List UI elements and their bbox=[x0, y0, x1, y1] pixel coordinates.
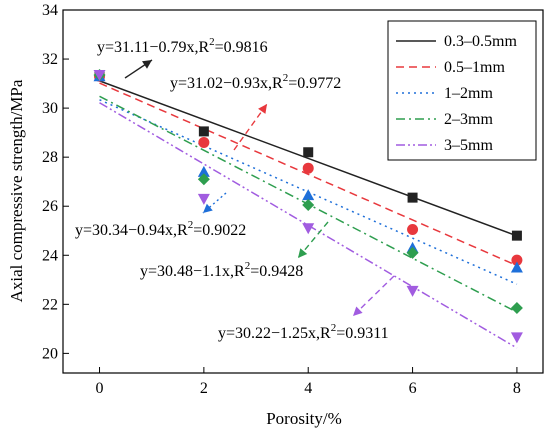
annotation-arrowhead-4 bbox=[298, 248, 308, 258]
y-tick-label: 22 bbox=[42, 296, 58, 313]
legend-label-1: 0.3–0.5mm bbox=[444, 33, 517, 50]
data-point-series-1 bbox=[303, 147, 314, 158]
y-tick-label: 30 bbox=[42, 100, 58, 117]
annotation-arrowhead-5 bbox=[353, 306, 363, 316]
data-point-series-2 bbox=[511, 254, 523, 266]
y-tick-label: 26 bbox=[42, 198, 58, 215]
equation-annotations: y=31.11−0.79x,R2=0.9816 y=31.02−0.93x,R2=… bbox=[75, 36, 395, 342]
data-point-series-3 bbox=[197, 165, 210, 177]
y-tick-label: 28 bbox=[42, 149, 58, 166]
fit-line-1 bbox=[99, 80, 518, 237]
data-point-series-2 bbox=[198, 136, 210, 148]
fit-equation-4: y=30.48−1.1x,R2=0.9428 bbox=[140, 260, 303, 280]
data-point-series-1 bbox=[511, 230, 522, 241]
data-point-series-4 bbox=[302, 198, 315, 211]
y-axis: 20 22 24 26 28 30 32 34 bbox=[42, 2, 69, 362]
fit-equation-3: y=30.34−0.94x,R2=0.9022 bbox=[75, 219, 246, 239]
data-point-series-1 bbox=[198, 126, 209, 137]
data-point-series-5 bbox=[510, 332, 523, 344]
fit-line-2 bbox=[99, 82, 518, 267]
legend-label-3: 1–2mm bbox=[444, 85, 493, 102]
data-point-series-5 bbox=[406, 285, 419, 297]
data-point-series-5 bbox=[197, 193, 210, 205]
fit-equation-5: y=30.22−1.25x,R2=0.9311 bbox=[218, 322, 389, 342]
fit-equation-1: y=31.11−0.79x,R2=0.9816 bbox=[97, 36, 268, 56]
x-tick-label: 4 bbox=[304, 380, 312, 397]
annotation-arrowhead-3 bbox=[203, 203, 213, 213]
legend-label-5: 3–5mm bbox=[444, 137, 493, 154]
annotation-arrow-4 bbox=[297, 221, 329, 259]
legend-box bbox=[387, 20, 537, 161]
x-tick-label: 0 bbox=[96, 380, 104, 397]
annotation-arrowhead-2 bbox=[258, 104, 267, 114]
y-tick-label: 34 bbox=[42, 2, 58, 19]
y-axis-title: Axial compressive strength/MPa bbox=[7, 79, 26, 302]
y-tick-label: 24 bbox=[42, 247, 58, 264]
x-tick-label: 8 bbox=[513, 380, 521, 397]
data-markers bbox=[93, 68, 523, 344]
data-point-series-2 bbox=[407, 224, 419, 236]
plot-frame bbox=[62, 9, 544, 374]
fit-equation-2: y=31.02−0.93x,R2=0.9772 bbox=[170, 72, 341, 92]
x-axis-title: Porosity/% bbox=[266, 409, 342, 428]
x-axis: 0 2 4 6 8 bbox=[96, 367, 521, 397]
legend: 0.3–0.5mm 0.5–1mm 1–2mm 2–3mm 3–5mm bbox=[387, 20, 537, 161]
data-point-series-4 bbox=[197, 173, 210, 186]
y-tick-label: 20 bbox=[42, 345, 58, 362]
legend-label-4: 2–3mm bbox=[444, 111, 493, 128]
annotation-arrowhead-1 bbox=[142, 60, 152, 69]
y-tick-label: 32 bbox=[42, 51, 58, 68]
legend-label-2: 0.5–1mm bbox=[444, 59, 505, 76]
data-point-series-2 bbox=[302, 162, 314, 174]
data-point-series-4 bbox=[406, 246, 419, 259]
data-point-series-5 bbox=[302, 223, 315, 235]
data-point-series-4 bbox=[510, 302, 523, 315]
data-point-series-3 bbox=[302, 189, 315, 201]
data-point-series-5 bbox=[93, 69, 106, 81]
x-tick-label: 6 bbox=[409, 380, 417, 397]
data-point-series-1 bbox=[407, 192, 418, 203]
x-tick-label: 2 bbox=[200, 380, 208, 397]
data-point-series-3 bbox=[510, 261, 523, 273]
